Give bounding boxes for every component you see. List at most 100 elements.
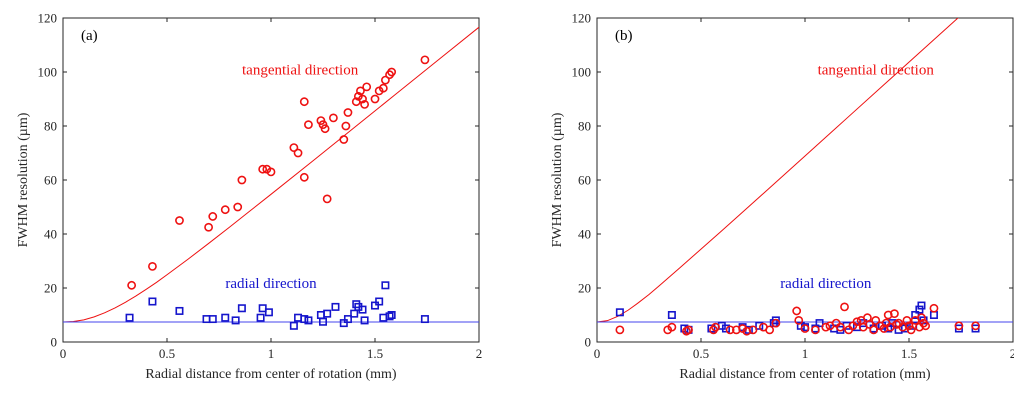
annotation-label: radial direction [225, 276, 317, 292]
tangential-point [852, 317, 862, 327]
radial-point [343, 315, 352, 324]
tangential-point [921, 321, 931, 331]
radial-point [358, 305, 367, 314]
y-tick-label: 80 [578, 119, 591, 134]
annotation-label: tangential direction [242, 63, 359, 79]
tangential-point [204, 222, 213, 232]
radial-point [615, 308, 624, 317]
x-tick-label: 0 [60, 346, 67, 361]
tangential-point [748, 325, 758, 335]
x-tick-label: 1 [802, 346, 809, 361]
tangential-point [360, 100, 369, 109]
plot-area [63, 26, 479, 330]
y-tick-label: 20 [44, 281, 57, 296]
tangential-point [387, 67, 397, 77]
radial-point [375, 297, 384, 306]
plot-area [597, 18, 1013, 336]
y-axis-label: FWHM resolution (µm) [550, 112, 565, 247]
tangential-point [869, 325, 879, 335]
radial-point [915, 305, 924, 314]
radial-point [815, 319, 824, 328]
radial-point [387, 310, 396, 319]
x-tick-label: 1.5 [901, 346, 917, 361]
tangential-point [304, 120, 313, 130]
radial-point [755, 321, 764, 330]
tangential-point [356, 86, 365, 96]
x-tick-label: 1.5 [367, 346, 383, 361]
tangential-point [954, 321, 964, 331]
radial-point [370, 301, 379, 310]
tangential-point [320, 124, 330, 134]
tangential-point [667, 322, 677, 332]
tangential-point [929, 303, 939, 313]
tangential-point [821, 322, 831, 332]
tangential-point [299, 97, 309, 107]
tangential-point [266, 167, 276, 177]
tangential-point [792, 306, 802, 316]
radial-point [264, 308, 273, 317]
radial-point [175, 306, 184, 315]
radial-point [331, 302, 340, 311]
tangential-point [890, 309, 899, 319]
radial-point [929, 310, 938, 319]
radial-point [221, 313, 230, 322]
tangential-point [378, 83, 388, 93]
tangential-point [299, 172, 309, 182]
x-axis-label: Radial distance from center of rotation … [679, 367, 930, 382]
tangential-point [765, 325, 775, 335]
tangential-point [835, 322, 845, 332]
radial-point [420, 315, 429, 324]
y-tick-label: 100 [38, 65, 58, 80]
panel-label: (a) [81, 28, 98, 44]
tangential-point [208, 212, 218, 221]
tangential-point [370, 94, 380, 104]
y-tick-label: 120 [572, 11, 592, 26]
y-tick-label: 60 [578, 173, 591, 188]
radial-point [667, 310, 676, 319]
tangential-point [906, 325, 916, 335]
y-tick-label: 0 [585, 335, 592, 350]
y-tick-label: 40 [44, 227, 57, 242]
y-tick-label: 60 [44, 173, 57, 188]
tangential-point [684, 325, 693, 335]
radial-point [339, 319, 348, 328]
tangential-point [771, 318, 781, 328]
tangential-point [127, 280, 137, 290]
tangential-point [293, 148, 303, 158]
y-tick-label: 120 [38, 11, 58, 26]
tangential-point [725, 325, 735, 335]
y-tick-label: 100 [572, 65, 592, 80]
x-tick-label: 0.5 [693, 346, 709, 361]
radial-point [385, 312, 394, 321]
tangential-point [800, 324, 810, 333]
tangential-point [362, 82, 372, 92]
panel-label: (b) [615, 28, 633, 44]
y-axis-label: FWHM resolution (µm) [16, 112, 31, 247]
radial-point [350, 309, 359, 318]
y-tick-label: 20 [578, 281, 591, 296]
x-tick-label: 0.5 [159, 346, 175, 361]
tangential-point [917, 313, 926, 323]
radial-point [323, 309, 332, 318]
x-tick-label: 2 [476, 346, 483, 361]
radial-point [381, 281, 390, 290]
radial-point [208, 315, 217, 324]
tangential-point [902, 315, 912, 325]
tangential-point [811, 325, 820, 335]
tangential-point [871, 315, 881, 325]
tangential-point [615, 325, 625, 335]
tangential-point [420, 55, 430, 65]
radial-point [304, 316, 313, 325]
y-tick-label: 80 [44, 119, 57, 134]
radial-point [917, 301, 926, 310]
y-tick-label: 40 [578, 227, 591, 242]
radial-point [258, 304, 267, 313]
y-tick-label: 0 [51, 335, 58, 350]
radial-point [289, 321, 298, 330]
tangential-point [341, 121, 351, 131]
tangential-point [322, 194, 332, 204]
tangential-point [233, 202, 243, 212]
